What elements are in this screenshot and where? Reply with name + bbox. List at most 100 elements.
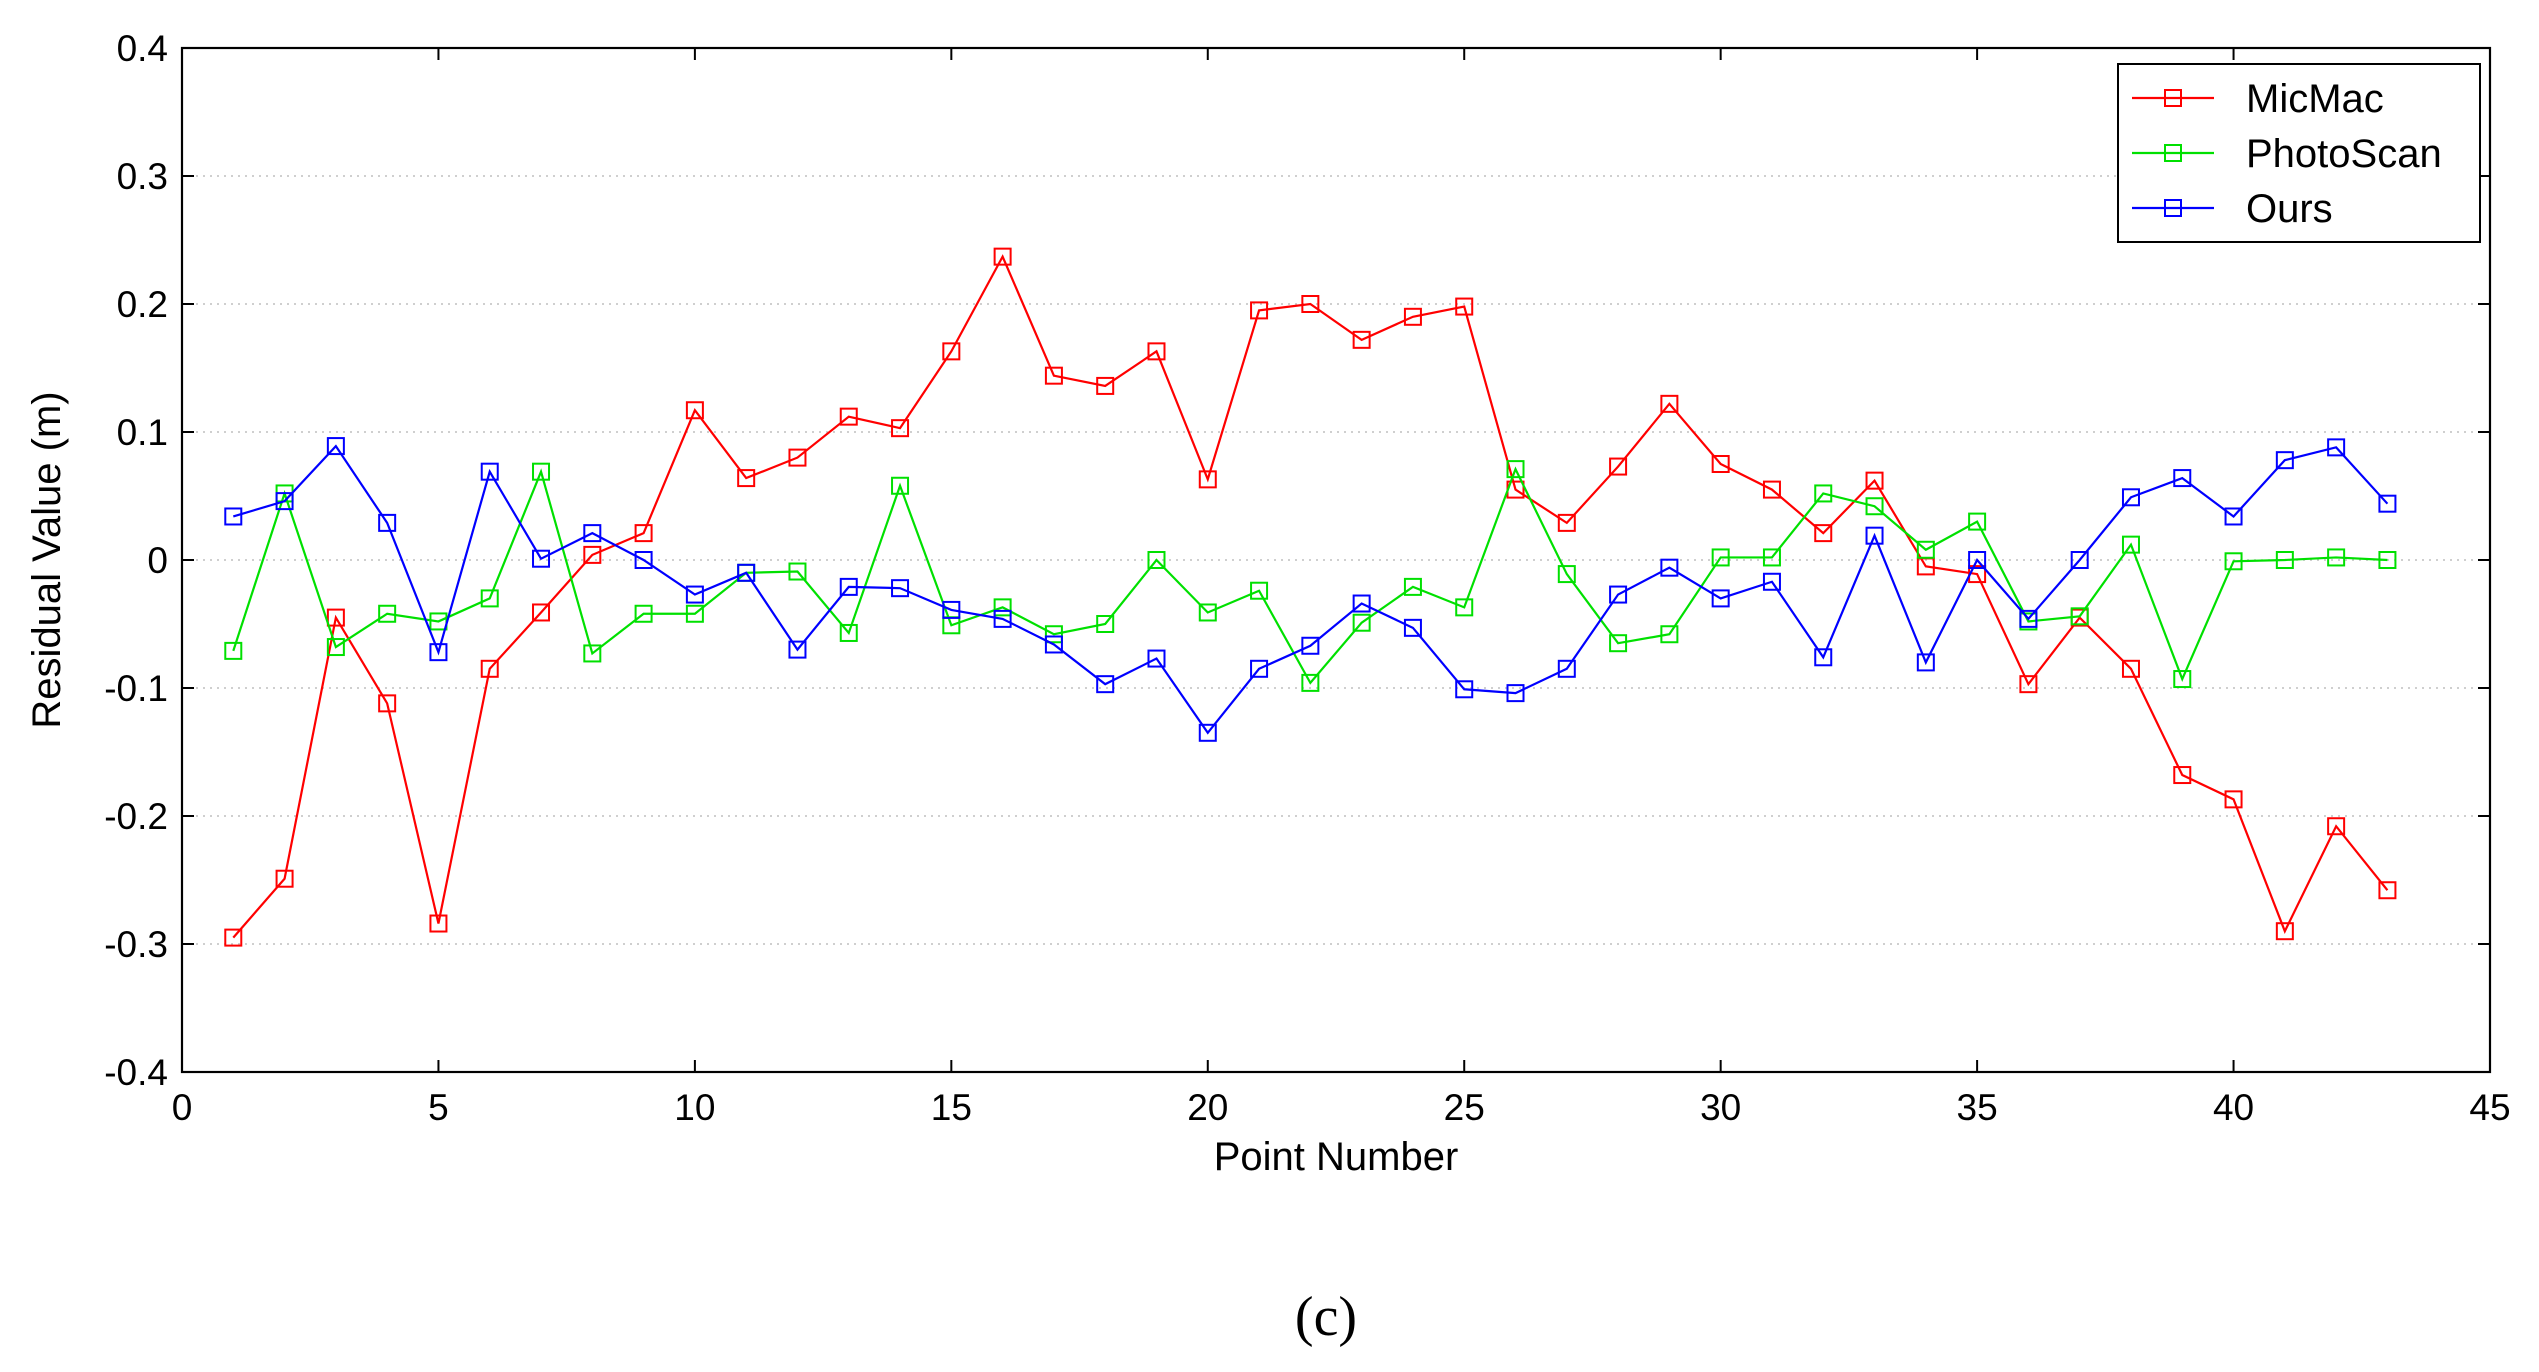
data-point bbox=[1198, 603, 1217, 622]
data-point bbox=[1762, 548, 1781, 567]
series-line-photoscan bbox=[232, 466, 2388, 685]
data-point bbox=[1557, 565, 1576, 584]
data-point bbox=[2224, 552, 2243, 571]
data-point bbox=[275, 869, 294, 888]
data-point bbox=[634, 551, 653, 569]
x-tick-label: 0 bbox=[172, 1087, 193, 1128]
data-point bbox=[326, 437, 345, 456]
y-tick-label: 0 bbox=[147, 540, 168, 581]
data-point bbox=[1865, 526, 1884, 545]
legend: MicMac PhotoScan Ours bbox=[2117, 63, 2481, 243]
data-point bbox=[480, 462, 499, 481]
data-point bbox=[1968, 512, 1987, 531]
data-point bbox=[2173, 670, 2192, 689]
data-point bbox=[532, 549, 551, 568]
y-tick-label: -0.3 bbox=[104, 924, 168, 965]
y-tick-label: 0.1 bbox=[117, 412, 168, 453]
data-point bbox=[480, 589, 499, 608]
series-ours bbox=[224, 437, 2397, 742]
data-point bbox=[378, 694, 397, 713]
y-tick-label: -0.2 bbox=[104, 796, 168, 837]
axis-ticks: 0 5 10 15 20 25 30 35 40 45 -0.4 -0.3 -0.2 -0.1 0 0.1 0.… bbox=[104, 28, 2510, 1128]
data-point bbox=[1455, 680, 1474, 699]
y-tick-label: -0.1 bbox=[104, 668, 168, 709]
data-point bbox=[1250, 659, 1269, 678]
x-tick-label: 30 bbox=[1700, 1087, 1741, 1128]
data-point bbox=[1455, 297, 1474, 316]
legend-label: MicMac bbox=[2246, 77, 2384, 121]
data-point bbox=[1096, 376, 1115, 395]
data-point bbox=[224, 641, 243, 660]
data-point bbox=[737, 469, 756, 488]
data-point bbox=[1660, 394, 1679, 413]
data-point bbox=[1609, 634, 1628, 653]
data-point bbox=[532, 603, 551, 622]
data-point bbox=[2173, 766, 2192, 785]
data-point bbox=[1403, 618, 1422, 637]
data-point bbox=[224, 928, 243, 947]
data-point bbox=[1916, 653, 1935, 672]
data-point bbox=[532, 462, 551, 481]
data-point bbox=[1609, 457, 1628, 476]
data-point bbox=[2327, 438, 2346, 457]
data-point bbox=[2275, 551, 2294, 569]
data-point bbox=[1762, 572, 1781, 591]
x-tick-label: 35 bbox=[1957, 1087, 1998, 1128]
data-point bbox=[224, 507, 243, 526]
data-point bbox=[1301, 673, 1320, 692]
data-point bbox=[2378, 551, 2397, 569]
data-point bbox=[326, 638, 345, 657]
data-point bbox=[1814, 648, 1833, 667]
data-point bbox=[429, 643, 448, 662]
data-point bbox=[583, 545, 602, 564]
legend-label: Ours bbox=[2246, 187, 2333, 231]
data-point bbox=[2070, 551, 2089, 569]
x-tick-label: 15 bbox=[931, 1087, 972, 1128]
data-point bbox=[1814, 524, 1833, 543]
data-point bbox=[1301, 636, 1320, 655]
data-point bbox=[378, 604, 397, 623]
data-point bbox=[2327, 548, 2346, 567]
data-point bbox=[1609, 585, 1628, 604]
data-point bbox=[1250, 581, 1269, 600]
data-point bbox=[1711, 548, 1730, 567]
data-point bbox=[1301, 295, 1320, 313]
data-point bbox=[583, 644, 602, 663]
data-point bbox=[1711, 455, 1730, 473]
data-point bbox=[1147, 649, 1166, 668]
data-point bbox=[685, 604, 704, 623]
data-point bbox=[839, 623, 858, 642]
data-point bbox=[1506, 460, 1525, 479]
plot-series bbox=[224, 247, 2397, 947]
series-photoscan bbox=[224, 460, 2397, 692]
data-point bbox=[1916, 540, 1935, 559]
data-point bbox=[1455, 598, 1474, 617]
y-tick-label: 0.4 bbox=[117, 28, 168, 69]
x-tick-label: 10 bbox=[674, 1087, 715, 1128]
data-point bbox=[1403, 577, 1422, 596]
data-point bbox=[2121, 535, 2140, 554]
data-point bbox=[2070, 607, 2089, 626]
data-point bbox=[429, 914, 448, 933]
data-point bbox=[1352, 594, 1371, 613]
data-point bbox=[2378, 494, 2397, 513]
y-tick-label: -0.4 bbox=[104, 1052, 168, 1093]
figure-caption: (c) bbox=[1295, 1286, 1357, 1348]
data-point bbox=[839, 407, 858, 426]
data-point bbox=[1044, 635, 1063, 654]
data-point bbox=[1557, 659, 1576, 678]
data-point bbox=[993, 598, 1012, 617]
data-point bbox=[942, 342, 961, 361]
data-point bbox=[788, 448, 807, 467]
data-point bbox=[788, 562, 807, 581]
data-point bbox=[1403, 307, 1422, 326]
x-tick-label: 40 bbox=[2213, 1087, 2254, 1128]
data-point bbox=[1198, 723, 1217, 742]
data-point bbox=[1044, 366, 1063, 385]
y-tick-label: 0.3 bbox=[117, 156, 168, 197]
data-point bbox=[1865, 471, 1884, 490]
data-point bbox=[1968, 551, 1987, 569]
data-point bbox=[634, 604, 653, 623]
